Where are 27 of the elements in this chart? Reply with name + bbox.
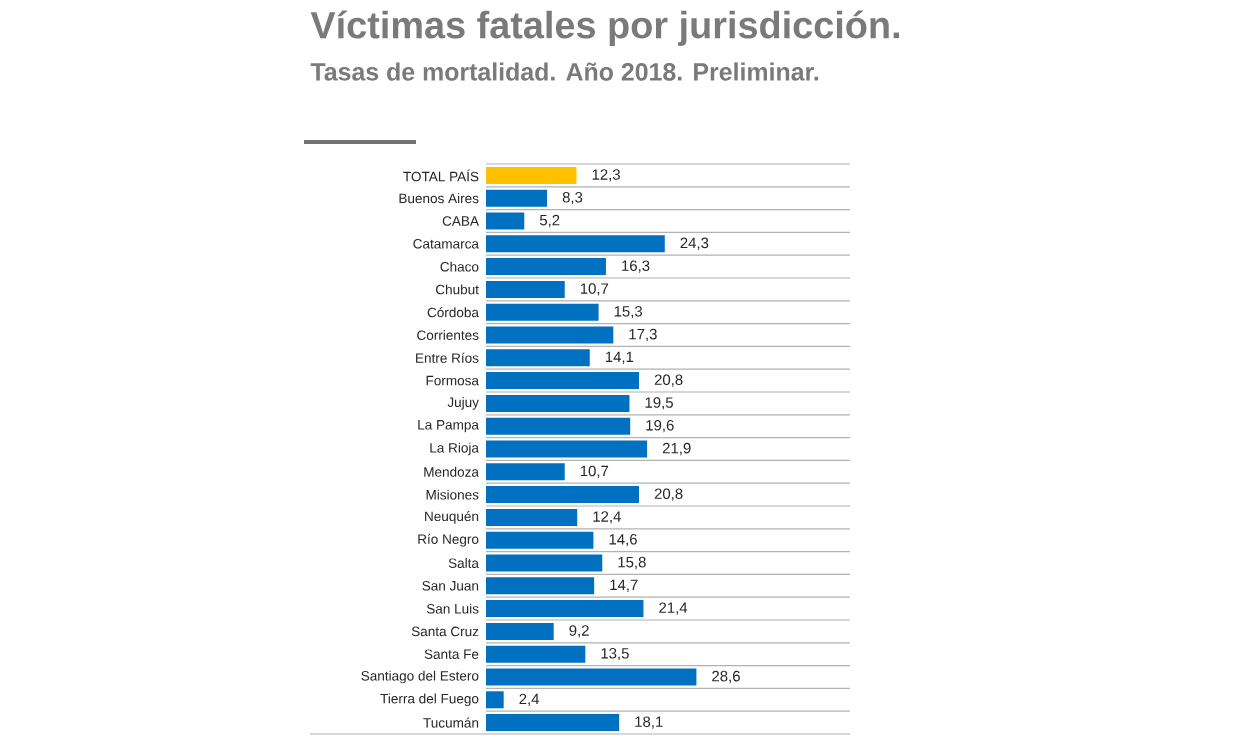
bar: [486, 691, 504, 709]
bar: [486, 189, 548, 207]
bar: [486, 235, 665, 253]
bar: [486, 349, 590, 367]
bar: [486, 714, 620, 732]
bar: [486, 372, 640, 390]
bar: [486, 577, 595, 595]
bar: [486, 531, 594, 549]
bar: [486, 440, 648, 458]
bar: [486, 600, 644, 618]
bar: [486, 326, 614, 344]
bar: [486, 486, 640, 504]
bar: [486, 166, 577, 184]
bar: [486, 463, 565, 481]
chart-title: Víctimas fatales por jurisdicción.: [310, 10, 899, 47]
bar: [486, 554, 603, 572]
bar: [486, 258, 606, 276]
bar: [486, 622, 554, 640]
bar: [486, 417, 631, 435]
bar: [486, 508, 578, 526]
bar: [486, 394, 630, 412]
bar: [486, 303, 599, 321]
chart-subtitle: Tasas de mortalidad. Año 2018. Preliminar.: [310, 62, 819, 81]
bar: [486, 212, 525, 230]
bar: [486, 645, 586, 663]
bar: [486, 280, 565, 298]
bar: [486, 668, 697, 686]
